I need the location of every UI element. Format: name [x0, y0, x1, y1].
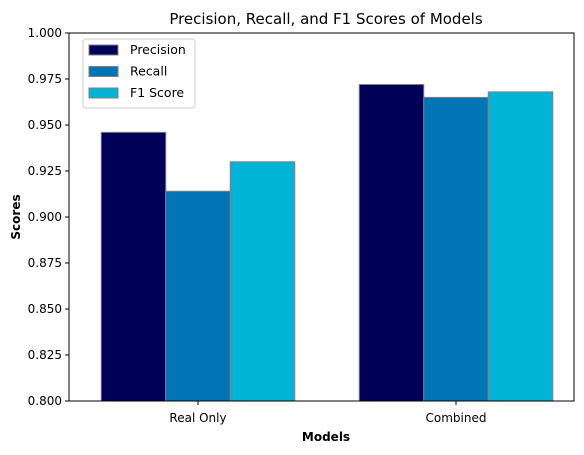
y-tick-label: 0.950 [28, 118, 62, 132]
legend-label-recall: Recall [130, 64, 167, 79]
y-tick-label: 0.800 [28, 394, 62, 408]
x-tick-label: Real Only [169, 411, 226, 425]
bars-group [101, 85, 553, 401]
bar-f1-score-real-only [230, 162, 295, 401]
legend-label-precision: Precision [130, 42, 186, 57]
legend: Precision Recall F1 Score [83, 39, 195, 108]
legend-swatch-precision [89, 45, 118, 55]
y-tick-label: 0.850 [28, 302, 62, 316]
y-tick-label: 0.975 [28, 72, 62, 86]
y-tick-label: 1.000 [28, 26, 62, 40]
y-tick-label: 0.900 [28, 210, 62, 224]
y-axis: 0.800 0.825 0.850 0.875 0.900 0.925 0.950 0.975… [28, 26, 69, 408]
bar-precision-real-only [101, 132, 166, 401]
legend-swatch-f1-score [89, 88, 118, 98]
x-axis-label: Models [302, 430, 350, 444]
bar-precision-combined [359, 85, 424, 401]
y-tick-label: 0.825 [28, 348, 62, 362]
x-tick-label: Combined [426, 411, 487, 425]
y-tick-label: 0.925 [28, 164, 62, 178]
legend-label-f1-score: F1 Score [130, 85, 184, 100]
y-axis-label: Scores [9, 194, 23, 239]
bar-f1-score-combined [488, 92, 553, 401]
bar-recall-combined [424, 97, 489, 401]
legend-swatch-recall [89, 67, 118, 77]
y-tick-label: 0.875 [28, 256, 62, 270]
bar-recall-real-only [166, 191, 231, 401]
x-axis: Real Only Combined [169, 401, 486, 425]
chart-title: Precision, Recall, and F1 Scores of Mode… [169, 10, 483, 28]
